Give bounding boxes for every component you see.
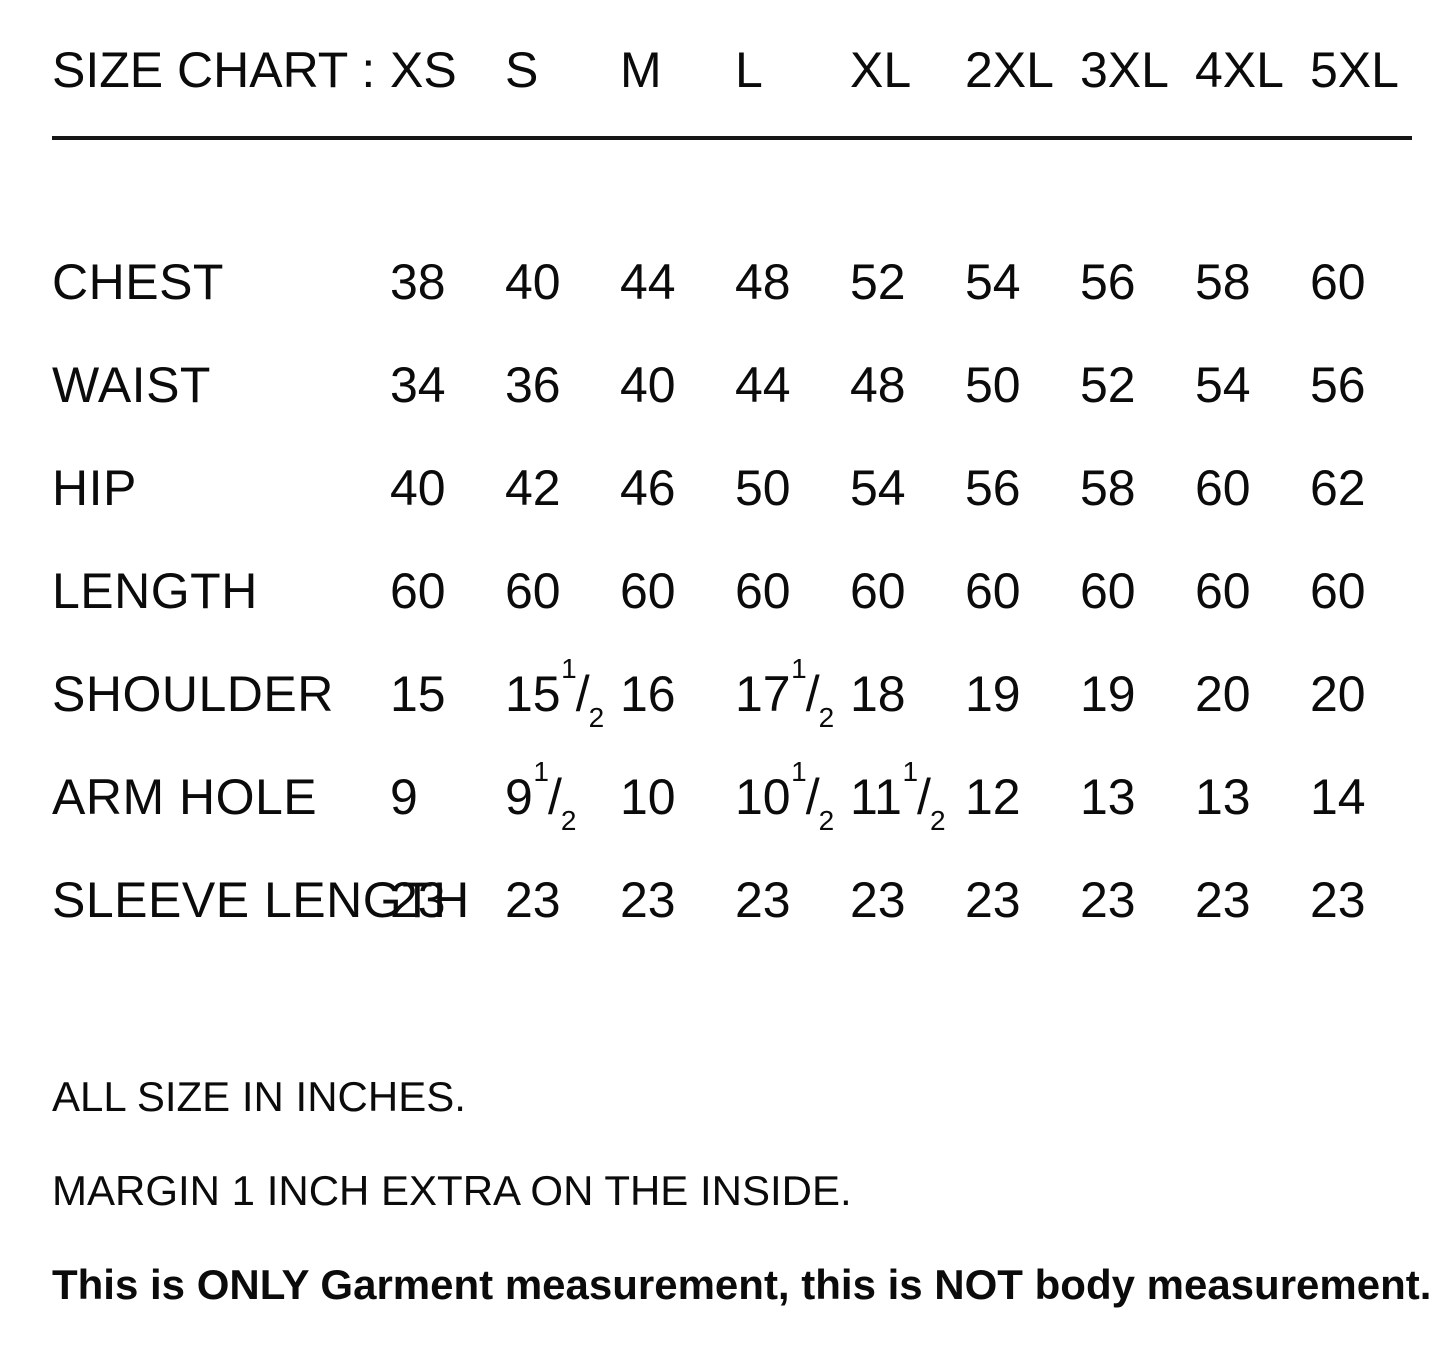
size-value: 111/2 bbox=[850, 756, 946, 836]
size-value: 23 bbox=[1080, 871, 1136, 928]
size-value: 91/2 bbox=[505, 756, 577, 836]
size-value: 19 bbox=[965, 665, 1021, 722]
size-col-header: 5XL bbox=[1310, 42, 1399, 98]
size-value: 34 bbox=[390, 356, 446, 413]
size-col-header: M bbox=[620, 42, 662, 98]
size-value: 52 bbox=[850, 253, 906, 310]
size-value: 16 bbox=[620, 665, 676, 722]
size-value: 40 bbox=[620, 356, 676, 413]
size-value: 60 bbox=[1195, 459, 1251, 516]
size-value: 23 bbox=[735, 871, 791, 928]
size-value: 19 bbox=[1080, 665, 1136, 722]
size-value: 44 bbox=[620, 253, 676, 310]
size-value: 60 bbox=[1080, 562, 1136, 619]
size-col-header: 4XL bbox=[1195, 42, 1284, 98]
size-value: 151/2 bbox=[505, 653, 605, 733]
size-value: 20 bbox=[1195, 665, 1251, 722]
size-col-header: XS bbox=[390, 42, 457, 98]
size-value: 54 bbox=[1195, 356, 1251, 413]
size-value: 60 bbox=[390, 562, 446, 619]
size-value: 101/2 bbox=[735, 756, 835, 836]
size-value: 56 bbox=[1310, 356, 1366, 413]
size-value: 23 bbox=[390, 871, 446, 928]
size-col-header: 3XL bbox=[1080, 42, 1169, 98]
size-value: 40 bbox=[390, 459, 446, 516]
table-row: LENGTH 60 60 60 60 60 60 60 60 60 bbox=[52, 539, 1445, 642]
size-value: 44 bbox=[735, 356, 791, 413]
size-value: 23 bbox=[620, 871, 676, 928]
size-value: 14 bbox=[1310, 768, 1366, 825]
size-value: 60 bbox=[850, 562, 906, 619]
size-value: 48 bbox=[735, 253, 791, 310]
note-line: This is ONLY Garment measurement, this i… bbox=[52, 1261, 1432, 1308]
size-value: 60 bbox=[620, 562, 676, 619]
size-header-row: SIZE CHART : XS S M L XL 2XL 3XL 4XL 5XL bbox=[52, 40, 1445, 100]
size-value: 58 bbox=[1080, 459, 1136, 516]
size-value: 50 bbox=[965, 356, 1021, 413]
size-value: 62 bbox=[1310, 459, 1366, 516]
size-value: 56 bbox=[1080, 253, 1136, 310]
size-chart-title: SIZE CHART : bbox=[52, 42, 376, 98]
size-value: 54 bbox=[850, 459, 906, 516]
size-value: 50 bbox=[735, 459, 791, 516]
size-col-header: S bbox=[505, 42, 539, 98]
row-label: SHOULDER bbox=[52, 665, 334, 722]
size-col-header: XL bbox=[850, 42, 912, 98]
size-value: 56 bbox=[965, 459, 1021, 516]
size-value: 13 bbox=[1195, 768, 1251, 825]
table-row: ARM HOLE 9 91/2 10 101/2 111/2 12 13 13 14 bbox=[52, 745, 1445, 848]
table-row: SHOULDER 15 151/2 16 171/2 18 19 19 20 20 bbox=[52, 642, 1445, 745]
row-label: CHEST bbox=[52, 253, 224, 310]
size-value: 10 bbox=[620, 768, 676, 825]
size-value: 23 bbox=[505, 871, 561, 928]
size-value: 9 bbox=[390, 768, 418, 825]
size-value: 60 bbox=[735, 562, 791, 619]
row-label: SLEEVE LENGTH bbox=[52, 871, 470, 928]
size-value: 38 bbox=[390, 253, 446, 310]
footer-notes: ALL SIZE IN INCHES. MARGIN 1 INCH EXTRA O… bbox=[52, 1073, 1445, 1309]
size-value: 23 bbox=[1195, 871, 1251, 928]
size-value: 60 bbox=[965, 562, 1021, 619]
size-value: 60 bbox=[1195, 562, 1251, 619]
size-col-header: L bbox=[735, 42, 763, 98]
size-value: 42 bbox=[505, 459, 561, 516]
size-value: 20 bbox=[1310, 665, 1366, 722]
size-value: 13 bbox=[1080, 768, 1136, 825]
table-row: SLEEVE LENGTH 23 23 23 23 23 23 23 23 23 bbox=[52, 848, 1445, 951]
size-value: 171/2 bbox=[735, 653, 835, 733]
size-value: 36 bbox=[505, 356, 561, 413]
size-value: 60 bbox=[1310, 562, 1366, 619]
size-value: 54 bbox=[965, 253, 1021, 310]
row-label: WAIST bbox=[52, 356, 211, 413]
size-value: 12 bbox=[965, 768, 1021, 825]
row-label: HIP bbox=[52, 459, 137, 516]
size-value: 60 bbox=[1310, 253, 1366, 310]
table-row: HIP 40 42 46 50 54 56 58 60 62 bbox=[52, 436, 1445, 539]
size-value: 23 bbox=[1310, 871, 1366, 928]
header-divider-line bbox=[52, 136, 1412, 140]
size-value: 40 bbox=[505, 253, 561, 310]
size-value: 23 bbox=[850, 871, 906, 928]
size-value: 48 bbox=[850, 356, 906, 413]
table-row: CHEST 38 40 44 48 52 54 56 58 60 bbox=[52, 230, 1445, 333]
size-value: 23 bbox=[965, 871, 1021, 928]
row-label: ARM HOLE bbox=[52, 768, 318, 825]
size-col-header: 2XL bbox=[965, 42, 1054, 98]
size-value: 58 bbox=[1195, 253, 1251, 310]
note-line: ALL SIZE IN INCHES. bbox=[52, 1073, 466, 1120]
table-row: WAIST 34 36 40 44 48 50 52 54 56 bbox=[52, 333, 1445, 436]
size-table: CHEST 38 40 44 48 52 54 56 58 60 WAIST 34 36 40 44 48 50… bbox=[52, 230, 1445, 951]
size-chart-sheet: SIZE CHART : XS S M L XL 2XL 3XL 4XL 5XL CHEST 38… bbox=[52, 40, 1445, 1309]
note-line: MARGIN 1 INCH EXTRA ON THE INSIDE. bbox=[52, 1167, 852, 1214]
row-label: LENGTH bbox=[52, 562, 258, 619]
size-value: 60 bbox=[505, 562, 561, 619]
size-value: 18 bbox=[850, 665, 906, 722]
size-value: 46 bbox=[620, 459, 676, 516]
size-value: 52 bbox=[1080, 356, 1136, 413]
size-value: 15 bbox=[390, 665, 446, 722]
